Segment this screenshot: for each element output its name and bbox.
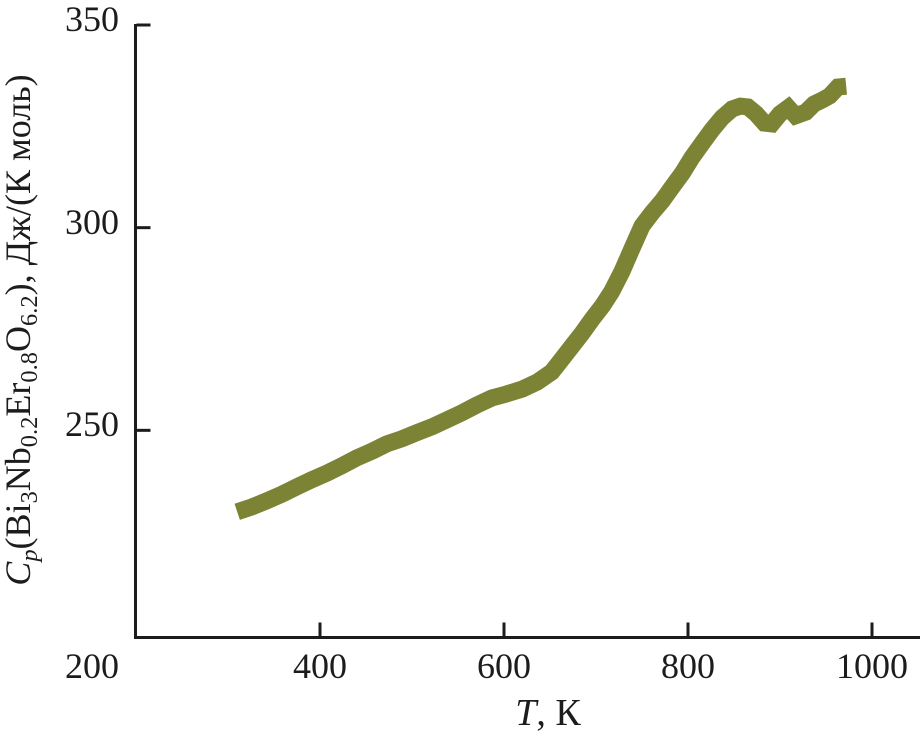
axis-title-segment: T [515,692,537,734]
y-tick-label-300: 300 [65,201,119,242]
y-axis-title: Cp(Bi3Nb0.2Er0.8O6.2), Дж/(К моль) [0,74,51,585]
axis-title-segment: , К [536,692,581,734]
axis-title-segment: 3 [15,491,43,504]
axis-title-segment: 0.2 [15,416,43,448]
axis-title-segment: 0.8 [15,352,43,383]
axis-title-segment: Er [0,382,39,417]
x-tick-label-200: 200 [65,646,119,686]
axis-title-segment: ), Дж/(К моль) [0,74,39,296]
axis-title-segment: Nb [0,447,39,492]
axis-title-segment: (Bi [0,503,39,550]
y-tick-label-350: 350 [65,0,119,39]
x-tick-label-800: 800 [661,646,715,686]
axis-title-segment: p [15,549,43,562]
axis-title-segment: O [0,326,39,353]
x-tick-label-400: 400 [293,646,347,686]
axis-title-segment: C [0,561,39,586]
x-axis-title: T, К [515,692,581,734]
x-tick-label-600: 600 [477,646,531,686]
axis-title-segment: 6.2 [15,295,43,327]
x-tick-label-1000: 1000 [836,646,908,686]
cp-curve [234,77,848,520]
y-tick-label-250: 250 [65,404,119,445]
